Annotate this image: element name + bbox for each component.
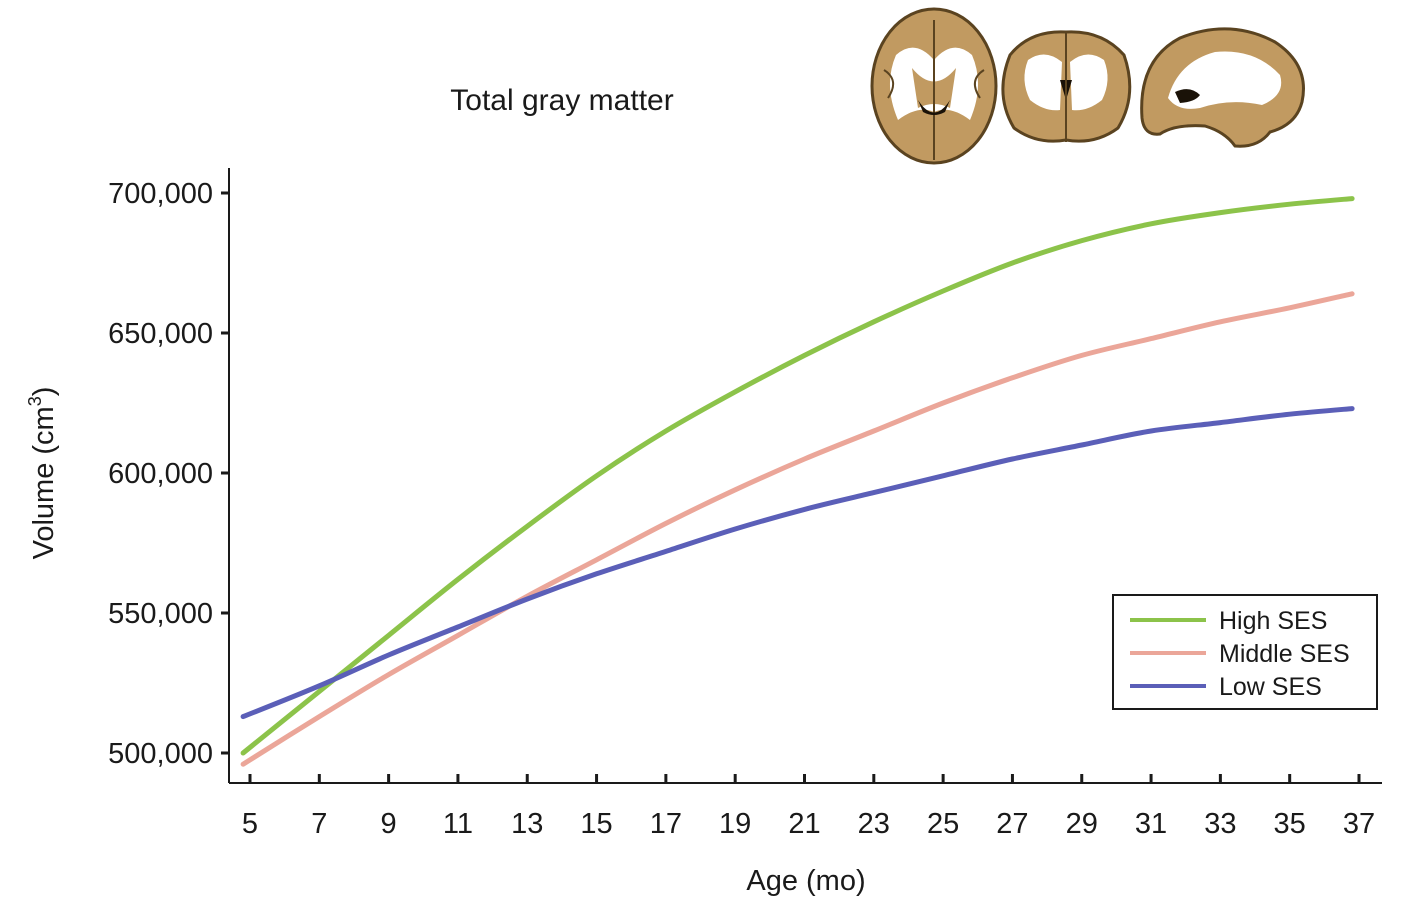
x-tick-label: 29	[1066, 808, 1098, 840]
x-tick-label: 9	[381, 808, 397, 840]
x-tick-label: 7	[311, 808, 327, 840]
series-line-low-ses	[240, 406, 1355, 720]
legend-label: Low SES	[1219, 673, 1322, 701]
coronal-brain-slice-icon	[1001, 30, 1132, 143]
legend-label: Middle SES	[1219, 640, 1350, 668]
x-tick-label: 15	[580, 808, 612, 840]
series-lines	[240, 196, 1355, 767]
x-tick-label: 33	[1204, 808, 1236, 840]
x-tick-label: 11	[443, 808, 473, 840]
y-tick-label: 650,000	[108, 318, 213, 350]
brain-images	[870, 7, 1305, 165]
x-tick-label: 21	[788, 808, 820, 840]
x-tick-label: 31	[1135, 808, 1167, 840]
y-axis-title-main: Volume (cm	[28, 406, 60, 559]
y-axis-title: Volume (cm3)	[25, 387, 60, 560]
x-axis-title: Age (mo)	[746, 865, 865, 897]
x-tick-label: 17	[650, 808, 682, 840]
y-axis-title-suffix: )	[28, 387, 60, 397]
x-ticks: 5 7 9 11 13 15 17 19 21 23 25 27 29 31 33 35 37	[242, 774, 1375, 840]
y-axis-title-superscript: 3	[25, 396, 45, 406]
y-tick-label: 600,000	[108, 458, 213, 490]
series-line-middle-ses	[240, 291, 1355, 767]
y-ticks: 500,000 550,000 600,000 650,000 700,000	[108, 178, 229, 770]
x-tick-label: 19	[719, 808, 751, 840]
legend-label: High SES	[1219, 607, 1327, 635]
x-tick-label: 5	[242, 808, 258, 840]
y-tick-label: 700,000	[108, 178, 213, 210]
axial-brain-slice-icon	[870, 7, 998, 165]
legend-items: High SES Middle SES Low SES	[1130, 607, 1350, 701]
x-tick-label: 13	[511, 808, 543, 840]
y-tick-label: 550,000	[108, 598, 213, 630]
x-tick-label: 35	[1274, 808, 1306, 840]
legend: High SES Middle SES Low SES	[1112, 594, 1378, 710]
sagittal-brain-slice-icon	[1140, 27, 1305, 148]
x-tick-label: 25	[927, 808, 959, 840]
x-tick-label: 27	[996, 808, 1028, 840]
x-tick-label: 23	[858, 808, 890, 840]
chart-title: Total gray matter	[450, 84, 673, 117]
x-tick-label: 37	[1343, 808, 1375, 840]
series-line-high-ses	[240, 196, 1355, 756]
y-tick-label: 500,000	[108, 738, 213, 770]
